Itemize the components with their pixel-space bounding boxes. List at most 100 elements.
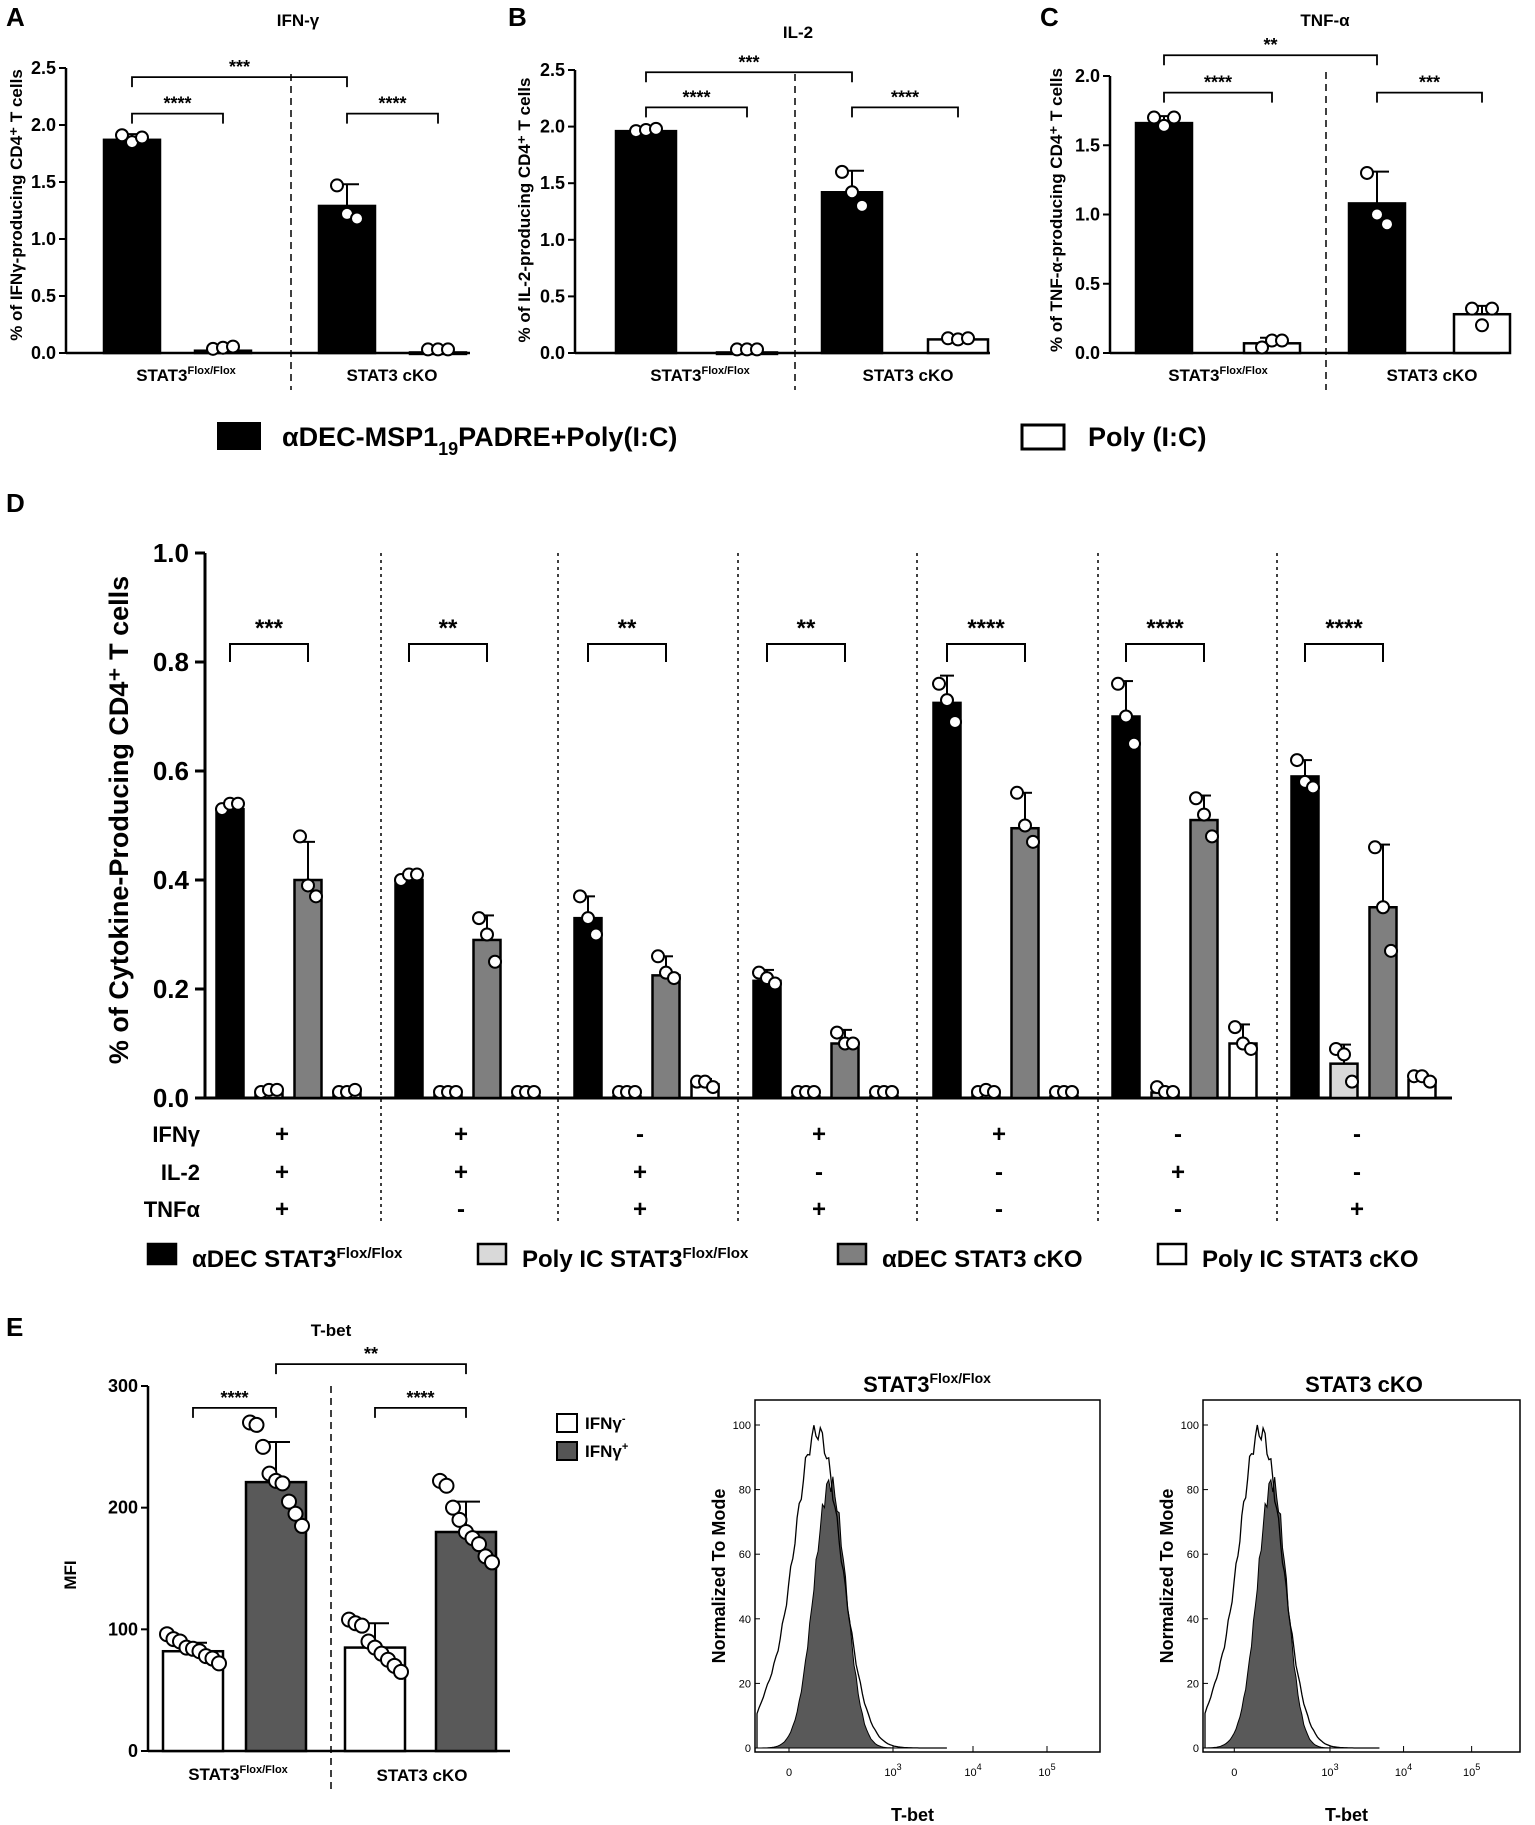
histogram-ytick-label: 0	[1193, 1743, 1199, 1755]
row-symbol: +	[1350, 1196, 1364, 1223]
row-symbol: +	[1171, 1159, 1185, 1186]
bar	[614, 129, 678, 355]
significance-label: **	[797, 615, 816, 642]
bar	[932, 701, 962, 1100]
row-symbol: +	[275, 1159, 289, 1186]
data-point	[1119, 709, 1133, 724]
significance-bracket	[408, 643, 488, 662]
histogram-xtick-label: 103	[884, 1762, 901, 1779]
row-symbol: +	[992, 1121, 1006, 1148]
row-symbol: -	[1353, 1159, 1361, 1186]
histogram-ytick-label: 40	[1187, 1614, 1199, 1626]
panel-b-ylabel: % of IL-2-producing CD4⁺ T cells	[515, 78, 534, 343]
y-tick-label: 0	[128, 1741, 138, 1761]
data-point	[451, 1511, 468, 1528]
data-point	[472, 911, 486, 926]
significance-label: ****	[220, 1388, 248, 1408]
data-point	[527, 1085, 541, 1099]
histogram-ytick-label: 100	[1181, 1420, 1199, 1432]
histogram-ifng-negative	[756, 1425, 947, 1749]
data-point	[1167, 110, 1181, 125]
histogram-title: STAT3 cKO	[1305, 1372, 1423, 1397]
histogram-ytick-label: 80	[1187, 1485, 1199, 1497]
significance-label: ****	[891, 87, 919, 107]
significance-label: ***	[738, 52, 759, 72]
bar	[394, 878, 424, 1100]
legend-label: IFNγ-	[585, 1413, 626, 1433]
data-point	[651, 949, 665, 964]
data-point	[855, 198, 869, 213]
row-symbol: +	[633, 1159, 647, 1186]
data-point	[231, 796, 245, 811]
panel-a-group-flox: STAT3Flox/Flox	[136, 365, 236, 385]
data-point	[1485, 301, 1499, 316]
data-point	[932, 676, 946, 691]
panel-d-legend: αDEC STAT3Flox/Flox Poly IC STAT3Flox/Flo…	[146, 1242, 1418, 1273]
data-point	[1205, 829, 1219, 844]
data-point	[1423, 1074, 1437, 1089]
bar	[1290, 775, 1320, 1100]
histogram-panels: STAT3Flox/Flox Normalized To Mode T-bet 0 20…	[709, 1370, 1521, 1825]
significance-bracket	[275, 1363, 467, 1375]
data-point	[581, 911, 595, 926]
bar	[1010, 826, 1040, 1100]
data-point	[348, 1082, 362, 1097]
significance-label: ****	[1204, 73, 1232, 93]
legend-swatch	[556, 1441, 578, 1461]
significance-bracket	[374, 1407, 467, 1418]
data-point	[628, 1085, 642, 1099]
histogram-ifng-negative	[1204, 1424, 1380, 1749]
data-point	[309, 889, 323, 904]
data-point	[750, 342, 764, 357]
data-point	[1157, 118, 1171, 133]
significance-label: ****	[1146, 615, 1184, 642]
data-point	[441, 342, 455, 357]
legend-abc-black-label: αDEC-MSP119PADRE+Poly(I:C)	[282, 422, 677, 459]
y-tick-label: 1.5	[1075, 135, 1100, 155]
row-symbol: -	[995, 1159, 1003, 1186]
data-point	[410, 867, 424, 882]
significance-label: ****	[682, 87, 710, 107]
data-point	[1018, 818, 1032, 833]
row-symbol: -	[1174, 1196, 1182, 1223]
data-point	[589, 927, 603, 942]
y-tick-label: 1.0	[31, 229, 56, 249]
y-tick-label: 0.8	[153, 647, 189, 677]
data-point	[573, 889, 587, 904]
legend-label: Poly IC STAT3 cKO	[1202, 1246, 1418, 1273]
significance-bracket	[1163, 91, 1273, 103]
panel-a-group-cko: STAT3 cKO	[347, 366, 438, 385]
panel-e-group-flox: STAT3Flox/Flox	[188, 1764, 288, 1784]
data-point	[449, 1085, 463, 1099]
data-point	[226, 339, 240, 354]
data-point	[1189, 791, 1203, 806]
row-symbol: -	[815, 1159, 823, 1186]
data-point	[835, 164, 849, 179]
bar	[1189, 818, 1219, 1100]
data-point	[1360, 165, 1374, 180]
data-point	[1290, 753, 1304, 768]
row-symbol: +	[275, 1121, 289, 1148]
data-point	[846, 1036, 860, 1051]
significance-bracket	[766, 643, 846, 662]
panel-c-ylabel: % of TNF-α-producing CD4⁺ T cells	[1047, 68, 1066, 352]
panel-b-chart: 0.00.51.01.52.02.5**** *******	[540, 52, 990, 390]
y-tick-label: 0.0	[153, 1083, 189, 1113]
data-point	[211, 1655, 227, 1672]
row-symbol: +	[454, 1159, 468, 1186]
histogram-xtick-label: 0	[786, 1767, 792, 1779]
legend-swatch	[556, 1413, 578, 1433]
legend-abc-white-label: Poly (I:C)	[1088, 422, 1207, 452]
histogram-xtick-label: 105	[1463, 1762, 1480, 1779]
data-point	[1127, 736, 1141, 751]
significance-bracket	[1125, 643, 1205, 662]
y-tick-label: 2.0	[1075, 66, 1100, 86]
significance-bracket	[946, 643, 1026, 662]
data-point	[438, 1477, 455, 1494]
row-symbol: +	[633, 1196, 647, 1223]
y-tick-label: 1.5	[31, 172, 56, 192]
significance-bracket	[131, 112, 224, 124]
y-tick-label: 2.0	[540, 117, 565, 137]
data-point	[1306, 780, 1320, 795]
